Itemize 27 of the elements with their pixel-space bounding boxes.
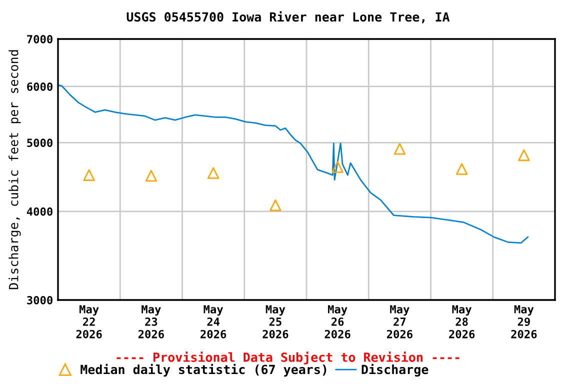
y-tick-label: 4000 bbox=[26, 207, 52, 216]
x-tick-label: May 23 2026 bbox=[138, 305, 164, 338]
y-tick-label: 6000 bbox=[27, 82, 52, 91]
y-tick-label: 7000 bbox=[27, 34, 52, 44]
x-tick-label: May 24 2026 bbox=[200, 305, 226, 338]
point bbox=[332, 161, 344, 173]
legend-label: Median daily statistic (67 years) bbox=[80, 364, 326, 377]
point bbox=[83, 169, 95, 181]
chart-title: USGS 05455700 Iowa River near Lone Tree, IA bbox=[126, 11, 450, 24]
x-tick-label: May 28 2026 bbox=[449, 305, 475, 338]
x-tick-label: May 29 2026 bbox=[511, 305, 537, 338]
point bbox=[270, 199, 282, 212]
point bbox=[518, 149, 530, 162]
legend-label: Discharge bbox=[362, 364, 428, 377]
line-series bbox=[58, 84, 529, 244]
y-axis-title: Discharge, cubic feet per second bbox=[8, 50, 21, 290]
point bbox=[207, 167, 220, 179]
point bbox=[456, 163, 468, 175]
y-tick-label: 3000 bbox=[27, 296, 52, 304]
point bbox=[394, 143, 406, 155]
y-tick-label: 5000 bbox=[27, 138, 52, 148]
x-tick-label: May 26 2026 bbox=[324, 305, 350, 338]
point bbox=[145, 170, 158, 182]
text: ---- Provisional Data Subject to Revision ---- bbox=[116, 352, 460, 364]
x-tick-label: May 27 2026 bbox=[386, 305, 412, 338]
x-tick-label: May 22 2026 bbox=[76, 305, 102, 338]
x-tick-label: May 25 2026 bbox=[262, 305, 288, 338]
